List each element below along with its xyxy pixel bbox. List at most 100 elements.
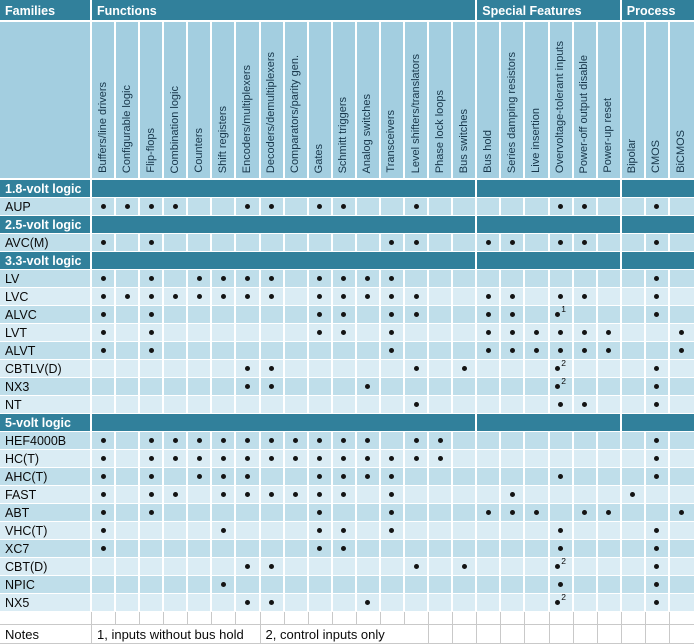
matrix-cell-cbtlv-d-series-damping-resistors — [501, 360, 526, 378]
matrix-cell-lvt-level-shifters-translators — [405, 324, 430, 342]
matrix-cell-vhc-t-encoders-multiplexers — [236, 522, 261, 540]
dot-icon — [341, 330, 347, 335]
matrix-cell-ahc-t-power-off-output-disable — [573, 468, 598, 486]
dot-icon — [317, 510, 323, 515]
dot-icon — [365, 600, 371, 605]
family-row-cbtlv-d: CBTLV(D) 2 — [0, 360, 694, 378]
matrix-cell-alvt-bus-hold — [477, 342, 502, 360]
dot-icon — [582, 330, 588, 335]
spacer-row — [0, 612, 694, 625]
matrix-cell-nx3-cmos — [645, 378, 670, 396]
column-header-comparators-parity-gen: Comparators/parity gen. — [284, 22, 309, 180]
dot-icon — [148, 294, 154, 299]
dot-icon — [245, 600, 250, 605]
dot-marker — [582, 294, 588, 299]
dot-icon — [389, 330, 395, 335]
matrix-cell-cbtlv-d-decoders-demultiplexers — [260, 360, 285, 378]
dot-icon — [654, 312, 660, 317]
matrix-cell-aup-shift-registers — [212, 198, 237, 216]
dot-icon — [341, 474, 347, 479]
family-row-avc-m: AVC(M) — [0, 234, 694, 252]
dot-icon — [148, 204, 154, 209]
note-superscript: 2 — [561, 594, 566, 603]
matrix-cell-npic-phase-lock-loops — [429, 576, 454, 594]
family-row-aup: AUP — [0, 198, 694, 216]
matrix-cell-npic-gates — [308, 576, 333, 594]
matrix-cell-lvt-encoders-multiplexers — [236, 324, 261, 342]
matrix-cell-cbt-d-comparators-parity-gen — [284, 558, 309, 576]
matrix-cell-xc7-power-up-reset — [597, 540, 622, 558]
matrix-cell-nx5-buffers-line-drivers — [92, 594, 117, 612]
matrix-cell-hef4000b-analog-switches — [356, 432, 381, 450]
dot-marker — [413, 312, 419, 317]
dot-icon — [654, 294, 660, 299]
dot-icon — [509, 240, 515, 245]
dot-icon — [654, 276, 660, 281]
column-header-bus-hold: Bus hold — [477, 22, 502, 180]
column-header-label: Phase lock loops — [433, 89, 446, 173]
dot-icon — [245, 366, 250, 371]
dot-icon — [100, 510, 106, 515]
dot-marker — [485, 240, 491, 245]
dot-icon — [317, 294, 323, 299]
matrix-cell-avc-m-power-off-output-disable — [573, 234, 598, 252]
matrix-cell-lvc-live-insertion — [525, 288, 550, 306]
group-band-segment — [621, 180, 694, 198]
matrix-cell-alvc-overvoltage-tolerant-inputs: 1 — [549, 306, 574, 324]
column-header-label: Level shifters/translators — [409, 53, 422, 173]
matrix-cell-ahc-t-schmitt-triggers — [332, 468, 357, 486]
matrix-cell-xc7-comparators-parity-gen — [284, 540, 309, 558]
matrix-cell-alvt-shift-registers — [212, 342, 237, 360]
dot-icon — [196, 474, 202, 479]
column-header-label: Overvoltage-tolerant inputs — [554, 40, 567, 173]
dot-icon — [485, 312, 491, 317]
matrix-cell-cbtlv-d-encoders-multiplexers — [236, 360, 261, 378]
matrix-cell-nx3-encoders-multiplexers — [236, 378, 261, 396]
dot-icon — [148, 240, 154, 245]
matrix-cell-abt-transceivers — [380, 504, 406, 522]
matrix-cell-fast-schmitt-triggers — [332, 486, 357, 504]
matrix-cell-vhc-t-transceivers — [380, 522, 406, 540]
dot-icon — [269, 492, 275, 497]
column-header-bus-switches: Bus switches — [453, 22, 478, 180]
matrix-cell-avc-m-encoders-multiplexers — [236, 234, 261, 252]
dot-icon — [413, 294, 419, 299]
matrix-cell-lvc-analog-switches — [356, 288, 381, 306]
matrix-cell-nt-series-damping-resistors — [501, 396, 526, 414]
dot-marker — [245, 294, 250, 299]
matrix-cell-abt-bus-hold — [477, 504, 502, 522]
matrix-cell-lvc-bus-switches — [453, 288, 478, 306]
matrix-cell-fast-power-up-reset — [597, 486, 622, 504]
dot-icon — [148, 312, 154, 317]
matrix-cell-lv-combination-logic — [164, 270, 189, 288]
dot-icon — [317, 204, 323, 209]
family-row-hc-t: HC(T) — [0, 450, 694, 468]
matrix-cell-nx5-live-insertion — [525, 594, 550, 612]
matrix-cell-xc7-shift-registers — [212, 540, 237, 558]
dot-marker — [365, 276, 371, 281]
column-header-label: Bipolar — [626, 138, 639, 173]
matrix-cell-cbtlv-d-overvoltage-tolerant-inputs: 2 — [549, 360, 574, 378]
matrix-cell-hef4000b-overvoltage-tolerant-inputs — [549, 432, 574, 450]
dot-icon — [341, 438, 347, 443]
dot-marker — [679, 330, 685, 335]
dot-marker — [437, 456, 443, 461]
dot-marker — [100, 492, 106, 497]
dot-marker — [509, 312, 515, 317]
spacer-cell — [260, 612, 285, 625]
matrix-cell-nx5-schmitt-triggers — [332, 594, 357, 612]
dot-marker — [679, 348, 685, 353]
dot-icon — [148, 348, 154, 353]
dot-marker — [654, 384, 660, 389]
matrix-cell-cbt-d-buffers-line-drivers — [92, 558, 117, 576]
matrix-cell-hef4000b-series-damping-resistors — [501, 432, 526, 450]
matrix-cell-nx5-shift-registers — [212, 594, 237, 612]
note-1: 1, inputs without bus hold — [92, 625, 261, 644]
family-label: FAST — [0, 486, 92, 504]
matrix-cell-lvt-decoders-demultiplexers — [260, 324, 285, 342]
dot-marker — [172, 438, 178, 443]
matrix-cell-hc-t-combination-logic — [164, 450, 189, 468]
dot-marker — [148, 456, 154, 461]
dot-icon — [269, 456, 275, 461]
matrix-cell-vhc-t-schmitt-triggers — [332, 522, 357, 540]
